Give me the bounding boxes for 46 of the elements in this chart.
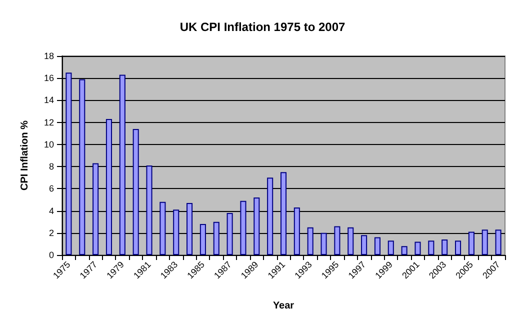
bar: [442, 240, 448, 255]
x-axis-title: Year: [272, 300, 294, 312]
bar: [106, 119, 112, 255]
bar: [454, 240, 462, 255]
bar: [414, 242, 421, 255]
y-tick-label: 0: [48, 250, 54, 260]
bar: [280, 172, 287, 255]
bar: [79, 79, 86, 255]
bar: [186, 203, 193, 255]
chart-title: UK CPI Inflation 1975 to 2007: [180, 20, 346, 34]
y-axis-title: CPI Inflation %: [20, 120, 30, 190]
bar: [374, 237, 380, 255]
bar: [482, 230, 488, 255]
bar: [468, 232, 474, 255]
y-tick-label: 6: [48, 184, 54, 194]
bar: [428, 240, 434, 255]
bar: [334, 226, 340, 255]
bar: [119, 74, 126, 255]
bar: [173, 210, 180, 255]
bar: [66, 72, 72, 255]
bar: [495, 230, 502, 255]
y-tick-label: 16: [44, 73, 54, 84]
y-tick-label: 4: [48, 206, 54, 216]
y-tick-label: 18: [44, 51, 54, 61]
bar: [320, 232, 327, 255]
bar: [92, 163, 99, 255]
bar: [146, 165, 152, 255]
y-tick-label: 14: [44, 95, 54, 106]
y-tick-label: 10: [44, 139, 54, 150]
y-tick-label: 12: [44, 117, 54, 128]
bar: [254, 198, 260, 255]
bar: [361, 235, 368, 255]
bar: [240, 200, 246, 255]
bar: [401, 246, 408, 255]
bar: [160, 202, 166, 255]
bar: [388, 240, 394, 255]
bar: [348, 227, 354, 255]
y-tick-label: 2: [48, 228, 54, 238]
bar: [294, 207, 300, 255]
bar: [226, 212, 233, 255]
y-tick-label: 8: [48, 162, 54, 172]
bar: [307, 227, 314, 255]
bar: [132, 128, 139, 255]
bar: [200, 224, 206, 255]
bar: [267, 178, 274, 255]
bar: [213, 222, 220, 255]
